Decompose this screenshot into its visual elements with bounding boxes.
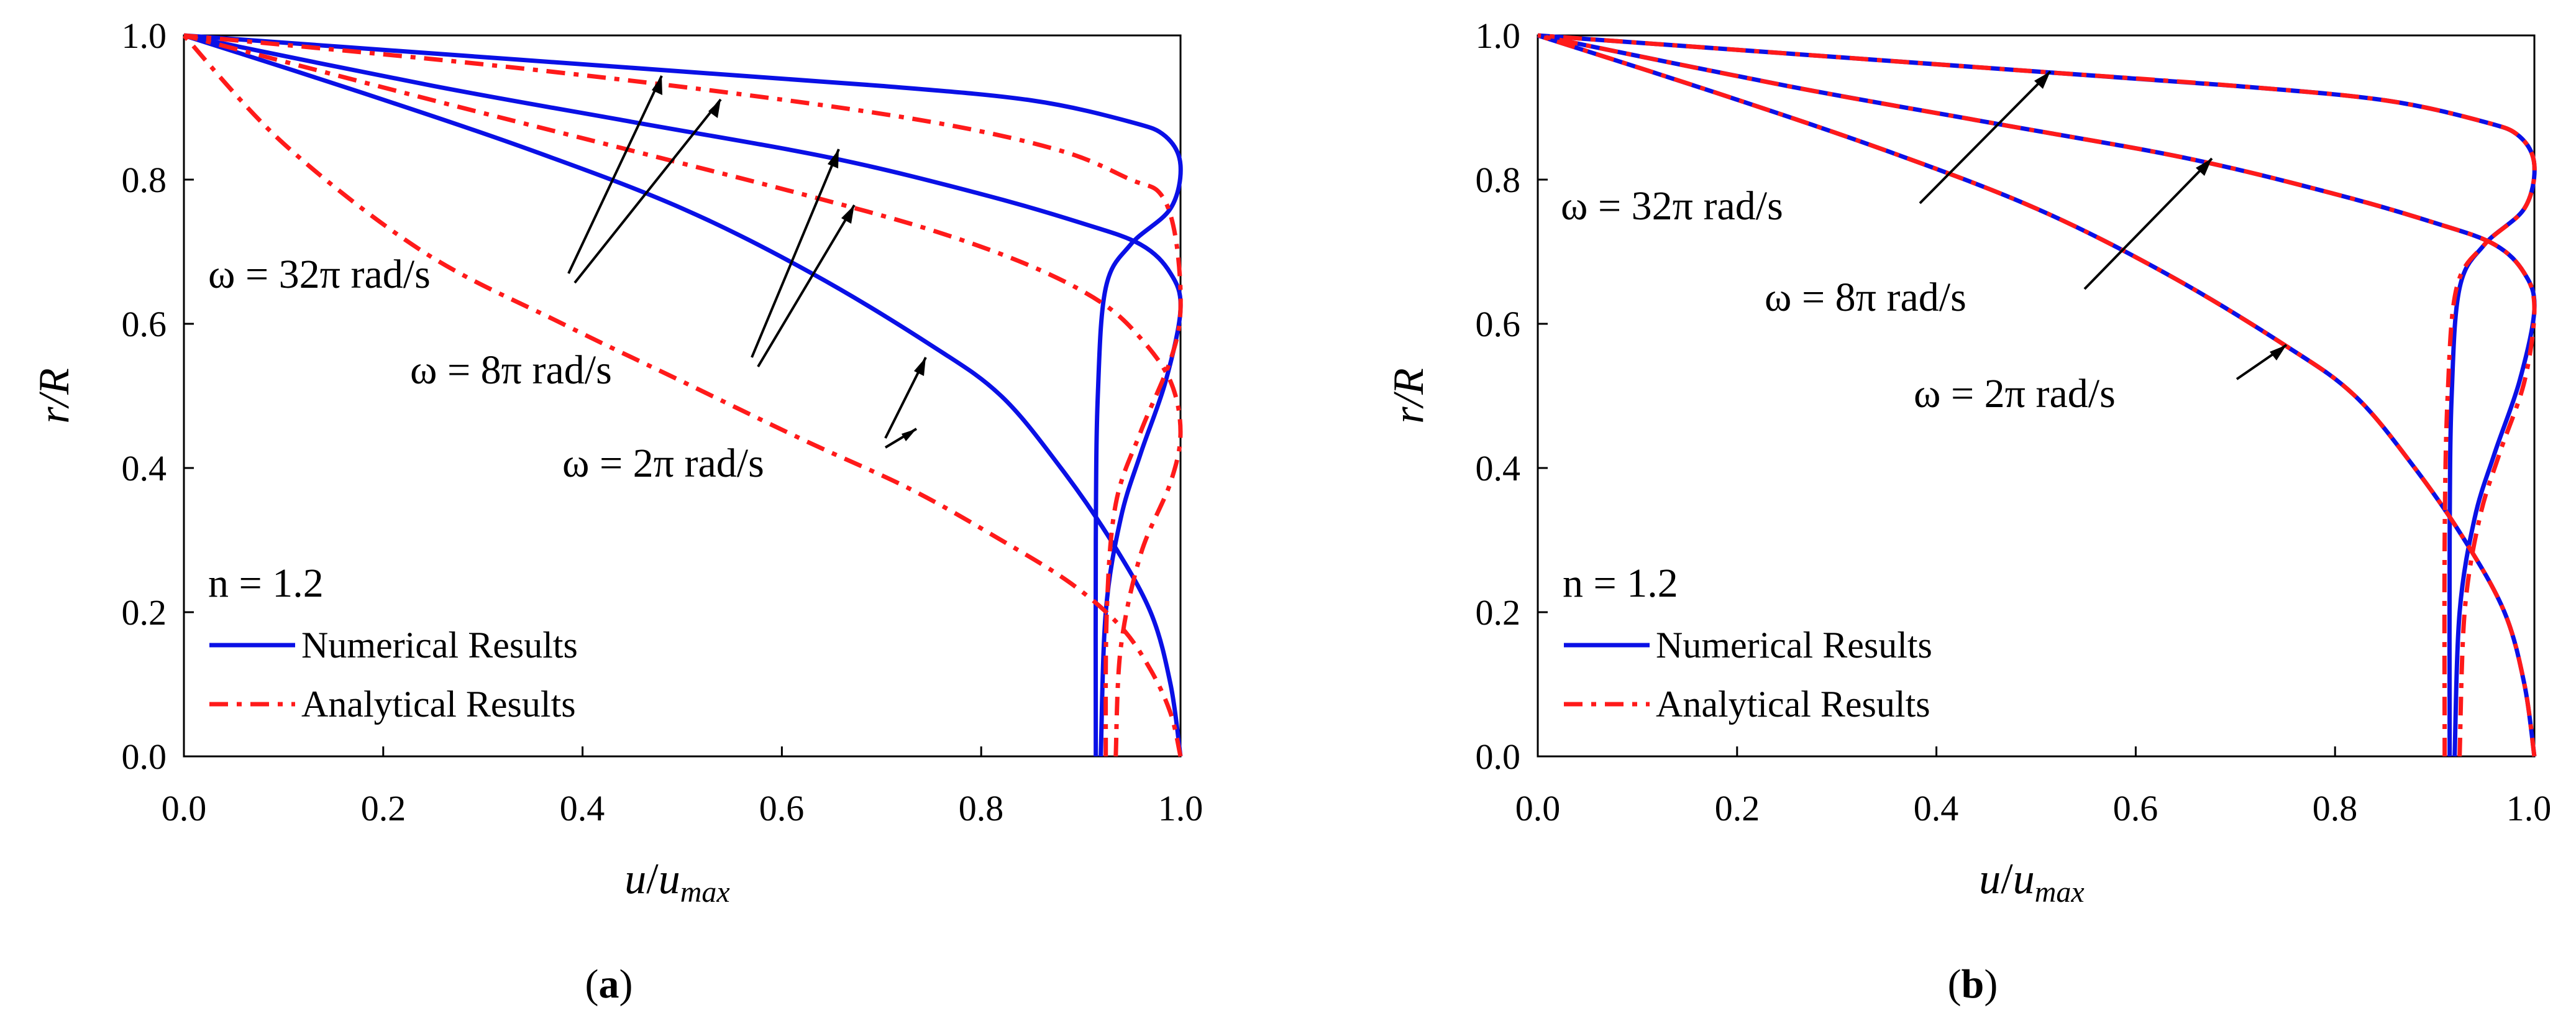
curves bbox=[1537, 33, 2537, 757]
arrow bbox=[2083, 157, 2213, 290]
y-tick-label: 0.6 bbox=[122, 304, 167, 344]
arrow-heads bbox=[652, 76, 926, 441]
panel-label-a: (a) bbox=[585, 961, 633, 1007]
x-tick-label: 1.0 bbox=[1158, 788, 1204, 828]
series-line-analytical-32-rad-s bbox=[1537, 33, 2537, 757]
arrow-heads bbox=[2034, 71, 2286, 360]
x-tick-label: 0.6 bbox=[2113, 788, 2158, 828]
annotation-omega-2pi: ω = 2π rad/s bbox=[1914, 371, 2116, 416]
x-tick-label: 0.2 bbox=[361, 788, 406, 828]
y-tick-label: 0.2 bbox=[1476, 592, 1521, 633]
annotation-omega-32pi: ω = 32π rad/s bbox=[1561, 183, 1783, 229]
arrow-head bbox=[914, 357, 926, 376]
annotation-arrows bbox=[1919, 70, 2288, 380]
x-tick-label: 0.0 bbox=[162, 788, 207, 828]
arrow-head bbox=[2270, 345, 2286, 360]
annotation-omega-32pi: ω = 32π rad/s bbox=[208, 252, 431, 297]
legend-numerical-label: Numerical Results bbox=[1656, 625, 1932, 666]
series-line-analytical-2-rad-s bbox=[182, 34, 1183, 757]
arrow-head bbox=[2196, 158, 2212, 176]
series-line-analytical-32-rad-s bbox=[183, 33, 1183, 757]
arrow-head bbox=[841, 205, 854, 224]
panel-b: 0.0 0.2 0.4 0.6 0.8 1.0 0.0 0.2 0.4 0.6 … bbox=[1385, 16, 2551, 1007]
arrow-head bbox=[2034, 71, 2050, 89]
y-tick-label: 0.4 bbox=[1476, 448, 1521, 489]
y-tick-label: 0.6 bbox=[1476, 304, 1521, 344]
x-tick-label: 0.0 bbox=[1515, 788, 1561, 828]
legend: Numerical Results Analytical Results bbox=[209, 625, 578, 725]
x-tick-label: 0.8 bbox=[2313, 788, 2358, 828]
plot-area-frame bbox=[183, 34, 1182, 758]
y-axis-label: r/R bbox=[30, 368, 78, 423]
panel-label-b: (b) bbox=[1948, 961, 1998, 1007]
y-tick-label: 0.0 bbox=[122, 736, 167, 777]
x-tick-label: 0.4 bbox=[560, 788, 605, 828]
y-tick-label: 0.8 bbox=[122, 160, 167, 200]
x-axis-label: u/umax bbox=[1979, 855, 2084, 909]
arrow bbox=[567, 75, 663, 274]
annotation-omega-8pi: ω = 8π rad/s bbox=[410, 347, 612, 393]
x-axis-label: u/umax bbox=[624, 855, 729, 909]
arrow-head bbox=[828, 149, 839, 168]
y-axis-label: r/R bbox=[1385, 368, 1433, 423]
arrow-head bbox=[708, 99, 721, 118]
y-tick-label: 0.0 bbox=[1476, 736, 1521, 777]
annotation-omega-2pi: ω = 2π rad/s bbox=[562, 441, 764, 486]
series-line-analytical-2-rad-s bbox=[1537, 33, 2537, 757]
y-tick-label: 0.4 bbox=[122, 448, 167, 489]
series-line-numerical-32-rad-s bbox=[183, 33, 1183, 757]
x-tick-label: 0.8 bbox=[959, 788, 1004, 828]
n-value-label: n = 1.2 bbox=[208, 561, 324, 606]
legend-analytical-label: Analytical Results bbox=[1656, 684, 1930, 725]
arrow-head bbox=[652, 76, 662, 95]
curves bbox=[182, 33, 1183, 757]
arrow-head bbox=[902, 429, 916, 441]
legend-numerical-label: Numerical Results bbox=[301, 625, 578, 666]
annotation-arrows bbox=[567, 75, 927, 449]
y-tick-label: 1.0 bbox=[122, 16, 167, 56]
arrow bbox=[757, 204, 856, 368]
y-tick-label: 0.8 bbox=[1476, 160, 1521, 200]
legend: Numerical Results Analytical Results bbox=[1564, 625, 1932, 725]
series-line-analytical-8-rad-s bbox=[1537, 33, 2537, 757]
series-line-numerical-2-rad-s bbox=[183, 33, 1183, 757]
arrow bbox=[751, 149, 840, 358]
x-tick-label: 0.4 bbox=[1914, 788, 1959, 828]
legend-analytical-label: Analytical Results bbox=[301, 684, 576, 725]
plot-area-frame bbox=[1537, 34, 2536, 758]
arrow bbox=[573, 98, 722, 284]
arrow bbox=[1919, 70, 2052, 204]
panel-a: 0.0 0.2 0.4 0.6 0.8 1.0 0.0 0.2 0.4 0.6 … bbox=[30, 16, 1203, 1007]
annotation-omega-8pi: ω = 8π rad/s bbox=[1765, 275, 1966, 320]
series-line-analytical-8-rad-s bbox=[183, 33, 1183, 757]
n-value-label: n = 1.2 bbox=[1563, 561, 1678, 606]
y-tick-label: 0.2 bbox=[122, 592, 167, 633]
x-tick-label: 0.6 bbox=[759, 788, 805, 828]
x-tick-label: 1.0 bbox=[2506, 788, 2552, 828]
x-tick-label: 0.2 bbox=[1715, 788, 1760, 828]
series-line-numerical-8-rad-s bbox=[183, 33, 1183, 757]
y-tick-label: 1.0 bbox=[1476, 16, 1521, 56]
